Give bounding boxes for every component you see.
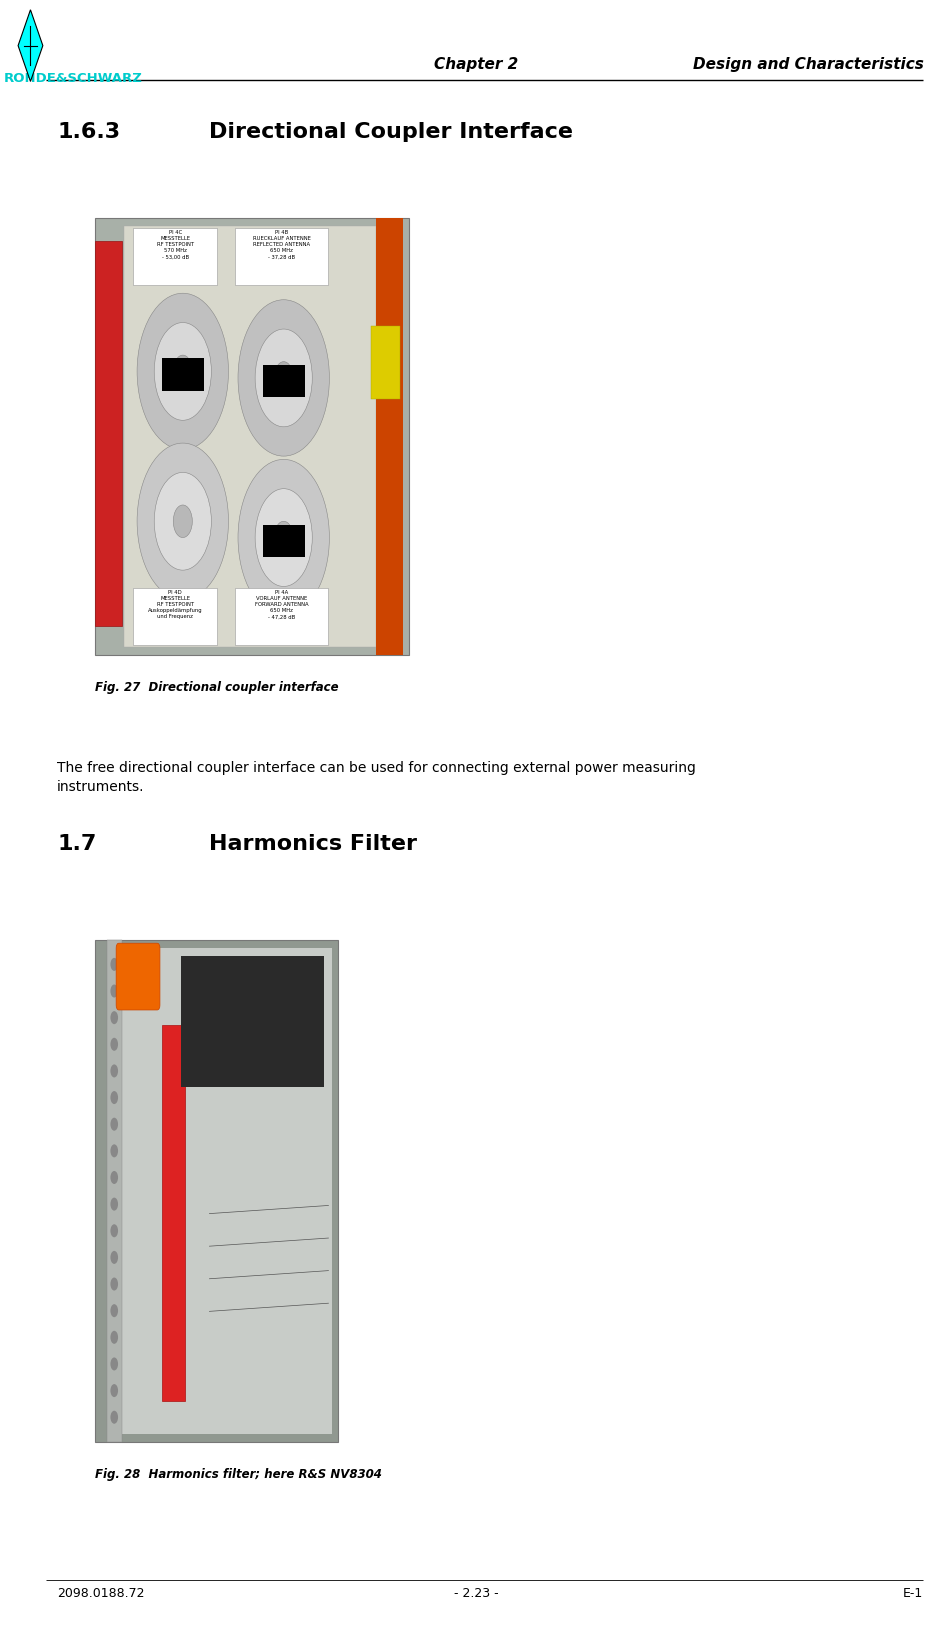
FancyBboxPatch shape <box>95 218 409 655</box>
Circle shape <box>274 521 293 554</box>
FancyBboxPatch shape <box>263 365 305 397</box>
Circle shape <box>110 1305 118 1318</box>
Circle shape <box>238 300 329 456</box>
Circle shape <box>110 1171 118 1184</box>
Text: 1.7: 1.7 <box>57 834 96 854</box>
Text: E-1: E-1 <box>903 1587 923 1600</box>
Circle shape <box>110 1277 118 1290</box>
Circle shape <box>110 1411 118 1424</box>
Circle shape <box>110 1117 118 1131</box>
Circle shape <box>110 1012 118 1025</box>
FancyBboxPatch shape <box>95 940 338 1442</box>
Circle shape <box>110 1091 118 1104</box>
Circle shape <box>110 1357 118 1370</box>
Text: PI 4A
VORLAUF ANTENNE
FORWARD ANTENNA
650 MHz
- 47,28 dB: PI 4A VORLAUF ANTENNE FORWARD ANTENNA 65… <box>255 590 308 619</box>
Circle shape <box>110 1064 118 1077</box>
Text: Fig. 28  Harmonics filter; here R&S NV8304: Fig. 28 Harmonics filter; here R&S NV830… <box>95 1468 382 1481</box>
Text: Fig. 27  Directional coupler interface: Fig. 27 Directional coupler interface <box>95 681 339 694</box>
Text: The free directional coupler interface can be used for connecting external power: The free directional coupler interface c… <box>57 761 696 795</box>
Circle shape <box>110 984 118 997</box>
Circle shape <box>110 1251 118 1264</box>
Text: PI 4D
MESSTELLE
RF TESTPOINT
Auskoppeldämpfung
und Frequenz: PI 4D MESSTELLE RF TESTPOINT Auskoppeldä… <box>148 590 203 619</box>
FancyBboxPatch shape <box>109 948 332 1434</box>
Text: PI 4B
RUECKLAUF ANTENNE
REFLECTED ANTENNA
650 MHz
- 37,28 dB: PI 4B RUECKLAUF ANTENNE REFLECTED ANTENN… <box>253 230 310 259</box>
FancyBboxPatch shape <box>181 956 324 1087</box>
Text: ROHDE&SCHWARZ: ROHDE&SCHWARZ <box>4 72 143 85</box>
FancyBboxPatch shape <box>116 943 160 1010</box>
Circle shape <box>110 958 118 971</box>
Circle shape <box>110 1144 118 1157</box>
Text: 2098.0188.72: 2098.0188.72 <box>57 1587 145 1600</box>
FancyBboxPatch shape <box>376 218 403 655</box>
Circle shape <box>238 459 329 616</box>
Circle shape <box>173 355 192 388</box>
Circle shape <box>110 1197 118 1210</box>
Circle shape <box>154 472 211 570</box>
Circle shape <box>110 1331 118 1344</box>
Circle shape <box>255 329 312 427</box>
FancyBboxPatch shape <box>162 358 204 391</box>
Circle shape <box>137 293 228 450</box>
Circle shape <box>274 362 293 394</box>
Text: Directional Coupler Interface: Directional Coupler Interface <box>209 122 573 142</box>
FancyBboxPatch shape <box>133 588 217 645</box>
Circle shape <box>110 1385 118 1398</box>
Circle shape <box>137 443 228 599</box>
Circle shape <box>255 489 312 586</box>
Text: Harmonics Filter: Harmonics Filter <box>209 834 417 854</box>
FancyBboxPatch shape <box>371 326 400 399</box>
FancyBboxPatch shape <box>162 1025 185 1401</box>
Circle shape <box>173 505 192 538</box>
Text: Chapter 2: Chapter 2 <box>434 57 518 72</box>
FancyBboxPatch shape <box>107 940 122 1442</box>
Polygon shape <box>18 10 43 81</box>
Text: 1.6.3: 1.6.3 <box>57 122 120 142</box>
FancyBboxPatch shape <box>235 228 328 285</box>
Text: Design and Characteristics: Design and Characteristics <box>692 57 923 72</box>
FancyBboxPatch shape <box>235 588 328 645</box>
FancyBboxPatch shape <box>133 228 217 285</box>
FancyBboxPatch shape <box>95 241 122 626</box>
Text: - 2.23 -: - 2.23 - <box>454 1587 498 1600</box>
Text: PI 4C
MESSTELLE
RF TESTPOINT
570 MHz
- 53,00 dB: PI 4C MESSTELLE RF TESTPOINT 570 MHz - 5… <box>157 230 193 259</box>
Circle shape <box>110 1038 118 1051</box>
FancyBboxPatch shape <box>263 525 305 557</box>
FancyBboxPatch shape <box>124 226 376 647</box>
Circle shape <box>110 1225 118 1238</box>
Circle shape <box>154 323 211 420</box>
